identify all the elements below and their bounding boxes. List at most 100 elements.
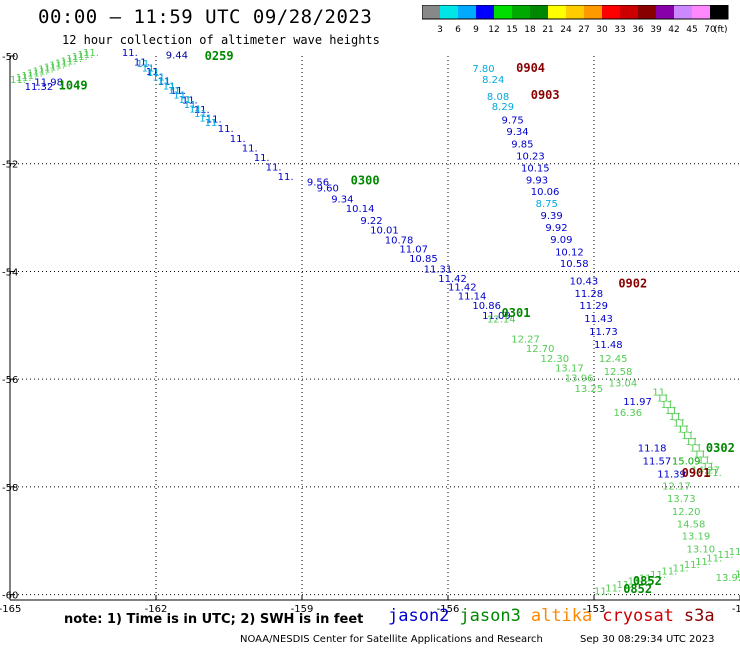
- swh-value-label: 12.58: [604, 367, 633, 378]
- colorbar-tick-label: 21: [542, 25, 553, 35]
- swh-value-label: 13.19: [682, 532, 711, 543]
- track-label-clutter: 11.: [38, 65, 54, 76]
- swh-value-label: 11.42: [448, 282, 477, 293]
- swh-value-label: 7.80: [472, 64, 494, 75]
- track-label-clutter: 11.: [685, 437, 701, 448]
- colorbar-tick-label: 27: [578, 25, 589, 35]
- legend-item-jason2: jason2: [388, 606, 450, 626]
- track-label-clutter: 11.: [173, 91, 189, 102]
- swh-value-label: 11.98: [34, 78, 63, 89]
- track-label-clutter: 11.: [152, 72, 168, 83]
- swh-value-label: 8.08: [487, 92, 509, 103]
- swh-value-label: 16.36: [613, 408, 642, 419]
- track-label-clutter: 11.: [206, 115, 222, 126]
- swh-value-label: 11.73: [589, 327, 618, 338]
- swh-value-label: 8.29: [492, 102, 514, 113]
- track-label-clutter: 11.: [32, 67, 48, 78]
- track-label-clutter: 11.: [718, 550, 734, 561]
- color-swatch: [656, 5, 674, 19]
- track-label-clutter: 11.: [605, 583, 621, 594]
- track-label-clutter: 11.: [695, 557, 711, 568]
- track-label-clutter: 11.: [594, 587, 610, 598]
- color-swatch: [530, 5, 548, 19]
- track-label-clutter: 11.: [27, 69, 43, 80]
- pass-time-label: 0904: [516, 61, 545, 75]
- track-label-clutter: 11.: [83, 48, 99, 59]
- track-label-clutter: 11.: [122, 48, 138, 59]
- track-label-clutter: 11.: [616, 580, 632, 591]
- track-label-clutter: 11.: [689, 443, 705, 454]
- swh-value-label: 10.23: [516, 151, 545, 162]
- track-label-clutter: 11.: [266, 162, 282, 173]
- pass-time-label: 0852: [623, 582, 652, 596]
- pass-time-label: 0300: [351, 174, 380, 188]
- swh-value-label: 11.14: [458, 291, 487, 302]
- swh-value-label: 13.73: [667, 494, 696, 505]
- track-label-clutter: 11.: [77, 50, 93, 61]
- swh-value-label: 13.04: [609, 379, 638, 390]
- pass-time-label: 0901: [682, 466, 711, 480]
- colorbar-tick-label: 45: [686, 25, 697, 35]
- color-swatch: [566, 5, 584, 19]
- track-label-clutter: 11.: [72, 52, 88, 63]
- track-label-clutter: 11.: [681, 431, 697, 442]
- chart-title: 00:00 – 11:59 UTC 09/28/2023: [38, 6, 373, 28]
- swh-value-label: 9.39: [540, 211, 562, 222]
- pass-time-label: 0852: [633, 574, 662, 588]
- track-label-clutter: 11.: [657, 394, 673, 405]
- swh-value-label: 10.06: [531, 187, 560, 198]
- color-swatch: [638, 5, 656, 19]
- swh-value-label: 9.56: [307, 177, 329, 188]
- swh-value-label: 12.30: [540, 354, 569, 365]
- color-swatch: [710, 5, 728, 19]
- colorbar-tick-label: 70: [704, 25, 716, 35]
- x-tick-label: -153: [583, 604, 606, 615]
- swh-value-label: 12.45: [599, 354, 628, 365]
- swh-value-label: 11.18: [638, 443, 667, 454]
- legend-item-altika: altika: [530, 606, 593, 626]
- swh-value-label: 12.45: [735, 569, 740, 580]
- swh-value-label: 13.17: [555, 364, 584, 375]
- swh-value-label: 13.10: [686, 545, 715, 556]
- track-label-clutter: 11.: [698, 456, 714, 467]
- swh-value-label: 8.24: [482, 75, 504, 86]
- track-label-clutter: 11.: [137, 59, 153, 70]
- swh-value-label: 12.70: [526, 344, 555, 355]
- track-label-clutter: 11.: [677, 425, 693, 436]
- swh-value-label: 9.60: [317, 184, 339, 195]
- color-swatch: [674, 5, 692, 19]
- swh-value-label: 11.39: [657, 470, 686, 481]
- track-label-clutter: 11.: [669, 412, 685, 423]
- legend-item-cryosat: cryosat: [602, 606, 674, 626]
- color-swatch: [620, 5, 638, 19]
- colorbar-tick-label: 3: [437, 25, 443, 35]
- color-swatch: [458, 5, 476, 19]
- swh-value-label: 13.25: [575, 384, 604, 395]
- generated-timestamp: Sep 30 08:29:34 UTC 2023: [580, 634, 715, 645]
- swh-value-label: 10.85: [409, 254, 438, 265]
- track-label-clutter: 11.: [16, 73, 32, 84]
- swh-value-label: 10.43: [570, 276, 599, 287]
- footnote: note: 1) Time is in UTC; 2) SWH is in fe…: [64, 612, 364, 627]
- track-label-clutter: 11.: [254, 153, 270, 164]
- swh-value-label: 10.15: [521, 163, 550, 174]
- swh-value-label: 9.22: [360, 216, 382, 227]
- x-tick-label: -162: [145, 604, 168, 615]
- track-label-clutter: 11.: [194, 109, 210, 120]
- colorbar-tick-label: 30: [596, 25, 608, 35]
- swh-value-label: 14.27: [691, 465, 720, 476]
- color-swatch: [602, 5, 620, 19]
- swh-value-label: 13.92: [716, 573, 740, 584]
- track-label-clutter: 11.: [199, 113, 215, 124]
- swh-value-label: 9.85: [511, 140, 533, 151]
- color-swatch: [440, 5, 458, 19]
- swh-value-label: 11.48: [594, 340, 623, 351]
- track-label-clutter: 11.: [661, 400, 677, 411]
- swh-value-label: 11.31: [424, 265, 453, 276]
- track-label-clutter: 11.: [194, 105, 210, 116]
- colorbar-tick-label: 24: [560, 25, 572, 35]
- swh-value-label: 14.58: [677, 519, 706, 530]
- track-label-clutter: 11.: [661, 567, 677, 578]
- swh-value-label: 9.34: [331, 195, 353, 206]
- legend-item-s3a: s3a: [683, 606, 715, 626]
